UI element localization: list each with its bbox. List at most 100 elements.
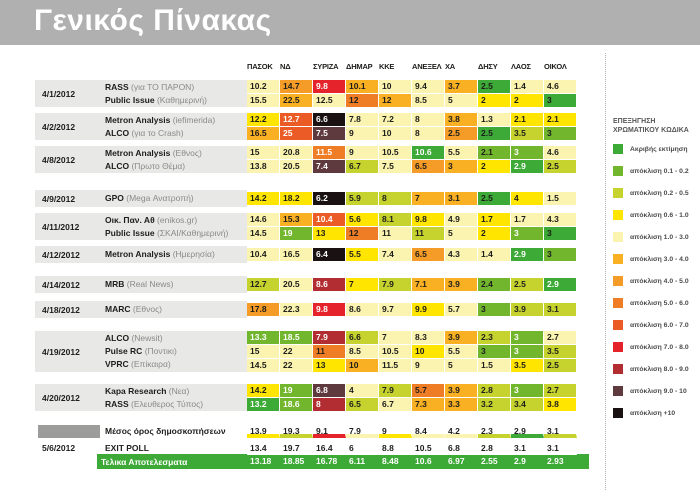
poll-cell: 7.8 [346,113,379,126]
poll-cell: 10.1 [346,80,379,93]
group-label-band: 4/2/2012 Metron Analysis (iefimerida) ALCO… [35,113,247,140]
poll-values-row: 13.8 20.5 7.4 6.7 7.5 6.5 3 2 2.9 2.5 [247,160,590,173]
poll-cell: 15 [247,146,280,159]
poll-cell: 8.6 [346,303,379,316]
poll-group: 4/18/2012 MARC (Εθνος) 17.8 22.3 9.8 8.6 9.7 9.… [35,301,590,318]
poll-cell: 2.9 [511,160,544,173]
pollster-name: MARC (Εθνος) [105,303,247,316]
pollster-source: (Καθημερινή) [156,94,207,105]
poll-cell: 2.5 [544,359,577,372]
pollster-name: ALCO (Πρωτο Θέμα) [105,160,247,173]
poll-cell: 9 [346,146,379,159]
poll-cell: 3.9 [445,278,478,291]
pollster-name-main: Metron Analysis [105,147,173,158]
poll-cell: 7 [412,192,445,205]
poll-cell: 8.1 [379,213,412,226]
pollster-source: (Επίκαιρα) [130,359,171,369]
pollster-source: (Εθνος) [132,304,162,314]
poll-cell: 3.1 [445,192,478,205]
poll-values-row: 15 22 11 8.5 10.5 10 5.5 3 3 3.5 [247,345,590,358]
poll-cell: 3.5 [544,345,577,358]
poll-cell: 4.6 [544,80,577,93]
poll-cell: 5.7 [412,384,445,397]
poll-cell: 2.1 [511,113,544,126]
pollster-name: RASS (Ελευθερος Τύπος) [105,398,247,411]
legend-item: απόκλιση 1.0 - 3.0 [613,232,699,242]
legend-label: απόκλιση 4.0 - 5.0 [630,277,689,285]
legend-swatch [613,320,623,330]
pollster-name-main: ALCO [105,127,132,138]
average-cell: 4.2 [445,425,478,438]
poll-values-row: 14.5 22 13 10 11.5 9 5 1.5 3.5 2.5 [247,359,590,372]
pollster-source: (Real News) [126,279,174,289]
legend-label: απόκλιση 9.0 - 10 [630,387,687,395]
poll-cell: 7.4 [313,160,346,173]
poll-cell: 14.6 [247,213,280,226]
poll-cell: 14.2 [247,384,280,397]
poll-cell: 2.7 [544,331,577,344]
group-label-band: 4/9/2012 GPO (Mega Ανατροπή) [35,190,247,207]
page-title: Γενικός Πίνακας [34,4,272,37]
group-label-band: 4/19/2012 ALCO (Newsit) Pulse RC (Ποντικι)… [35,331,247,372]
poll-cell: 7 [379,331,412,344]
poll-cell: 19 [280,227,313,240]
pollster-name: VPRC (Επίκαιρα) [105,358,247,371]
poll-cell: 9.8 [313,303,346,316]
poll-cell: 22.3 [280,303,313,316]
exit-poll-cell: 6 [346,442,379,455]
poll-values-row: 15.5 22.5 12.5 12 12 8.5 5 2 2 3 [247,94,590,107]
poll-cell: 5.9 [346,192,379,205]
poll-cell: 8 [412,113,445,126]
poll-cell: 1.4 [478,248,511,261]
legend-swatch [613,232,623,242]
poll-cell: 3 [544,127,577,140]
legend-swatch [613,342,623,352]
poll-cell: 9.8 [313,80,346,93]
poll-cell: 12 [346,227,379,240]
poll-cell: 5.7 [445,303,478,316]
poll-cell: 1.7 [478,213,511,226]
poll-cell: 18.2 [280,192,313,205]
poll-values-row: 14.2 19 6.8 4 7.9 5.7 3.9 2.8 3 2.7 [247,384,590,397]
poll-cell: 16.5 [280,248,313,261]
legend-label: απόκλιση 7.0 - 8.0 [630,343,689,351]
poll-cell: 11 [313,345,346,358]
poll-cell: 3.8 [445,113,478,126]
exit-poll-cell: 6.8 [445,442,478,455]
legend-swatch [613,386,623,396]
average-cell: 8.4 [412,425,445,438]
group-label-band: 4/12/2012 Metron Analysis (Ημερησία) [35,246,247,263]
poll-cell: 14.7 [280,80,313,93]
poll-cell: 18.6 [280,398,313,411]
legend-item: απόκλιση +10 [613,408,699,418]
pollster-name: Metron Analysis (Εθνος) [105,147,247,160]
poll-cell: 6.4 [313,248,346,261]
group-cells: 12.7 20.5 8.6 7 7.9 7.1 3.9 2.4 2.5 2.9 [247,276,590,293]
legend-label: απόκλιση 0.2 - 0.5 [630,189,689,197]
legend-swatch [613,210,623,220]
poll-cell: 11 [412,227,445,240]
pollster-name-main: Pulse RC [105,346,145,356]
group-cells: 14.2 19 6.8 4 7.9 5.7 3.9 2.8 3 2.7 13.2 18.6 8 6.5 6.… [247,384,590,411]
poll-cell: 8.5 [412,94,445,107]
poll-cell: 12.5 [313,94,346,107]
group-cells: 15 20.8 11.5 9 10.5 10.6 5.5 2.1 3 4.6 13.8 20.5 7.4… [247,146,590,173]
gray-swatch [38,425,100,438]
legend-item: απόκλιση 4.0 - 5.0 [613,276,699,286]
poll-cell: 13 [313,359,346,372]
poll-cell: 7.1 [412,278,445,291]
poll-cell: 9.7 [379,303,412,316]
pollster-name-main: ALCO [105,160,132,171]
poll-cell: 2.5 [544,160,577,173]
pollster-source: (για ΤΟ ΠΑΡΟΝ) [130,81,195,92]
pollster-source: (Ημερησία) [172,249,215,259]
poll-cell: 1.7 [511,213,544,226]
group-label-band: 4/1/2012 RASS (για ΤΟ ΠΑΡΟΝ) Public Issue … [35,80,247,107]
poll-cell: 8.3 [412,331,445,344]
poll-cell: 16.5 [247,127,280,140]
exit-poll-cell: 13.4 [247,442,280,455]
poll-values-row: 16.5 25 7.5 9 10 8 2.5 2.5 3.5 3 [247,127,590,140]
poll-cell: 6.7 [379,398,412,411]
poll-cell: 22.5 [280,94,313,107]
poll-cell: 13 [313,227,346,240]
